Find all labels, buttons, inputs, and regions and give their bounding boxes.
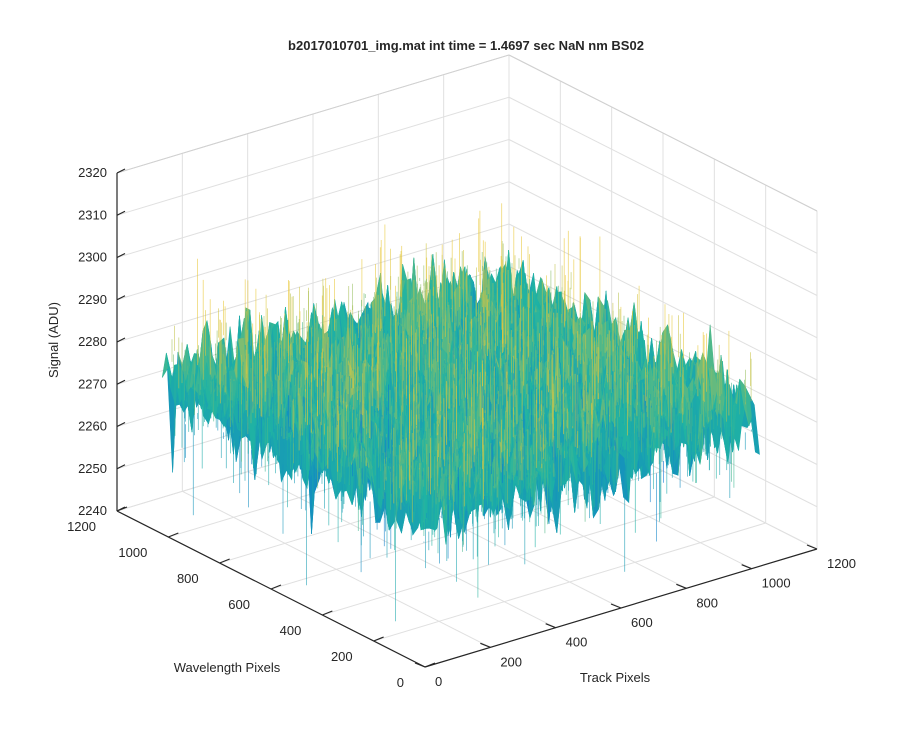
surface-patch — [750, 397, 759, 454]
surface-layer — [162, 203, 759, 621]
